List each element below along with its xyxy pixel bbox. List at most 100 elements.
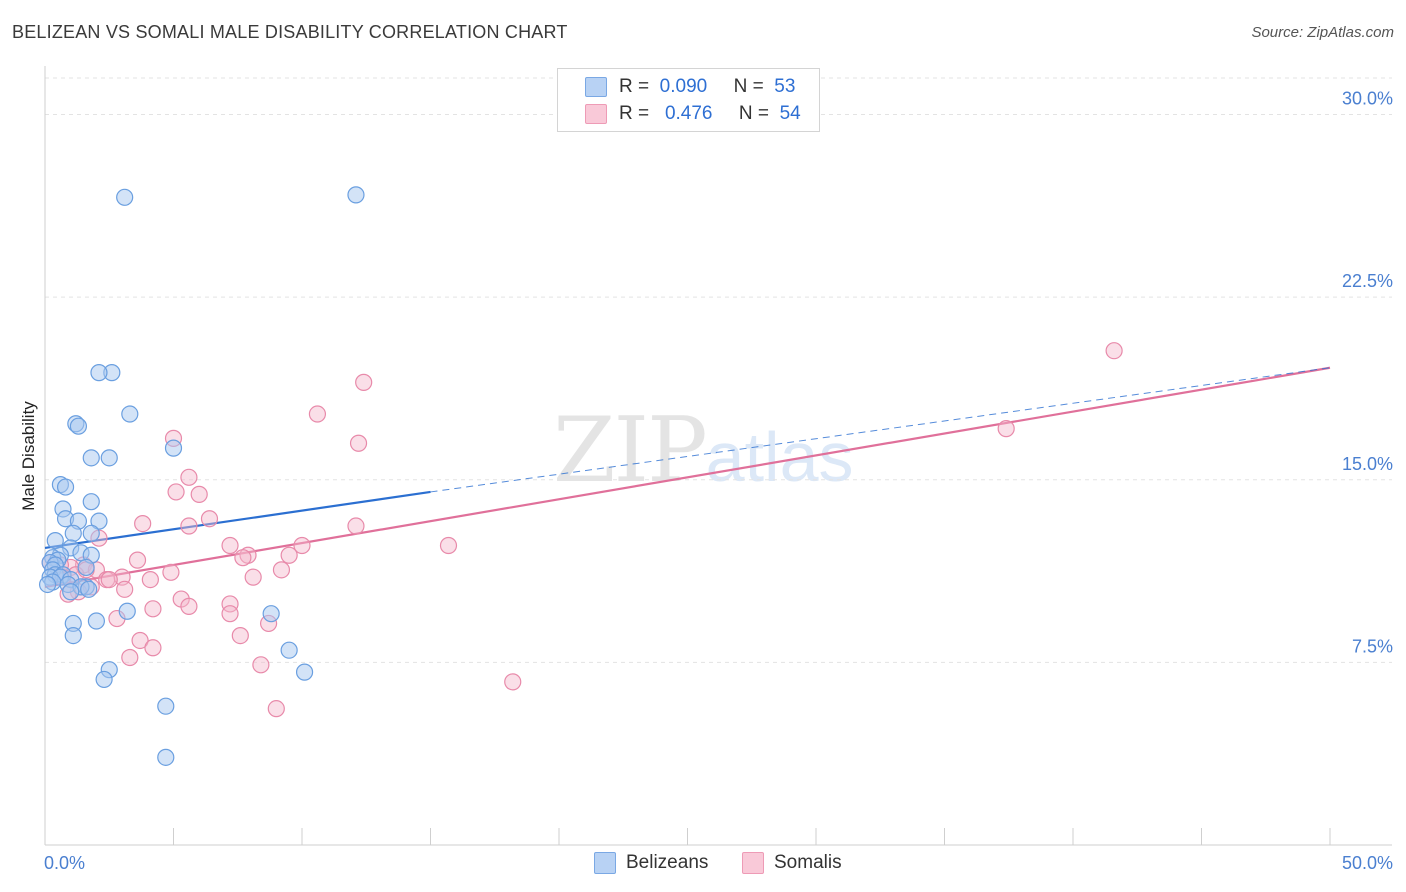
belizean-point xyxy=(82,524,100,542)
belizean-point xyxy=(82,493,100,511)
legend-item-somalis: Somalis xyxy=(742,852,842,874)
belizean-point xyxy=(157,697,175,715)
somali-point xyxy=(100,570,118,589)
legend-row-belizeans: R = 0.090 N = 53 xyxy=(585,75,795,99)
somali-point xyxy=(131,631,149,650)
somali-point xyxy=(272,561,291,579)
belizean-point xyxy=(116,188,134,206)
x-tick-label: 50.0% xyxy=(1342,853,1393,873)
belizean-point xyxy=(46,532,64,550)
somali-point xyxy=(280,546,298,564)
somali-point xyxy=(180,517,198,535)
belizean-point xyxy=(64,524,82,542)
stats-legend: R = 0.090 N = 53 R = 0.476 N = 54 xyxy=(557,68,820,132)
belizean-point xyxy=(38,575,57,594)
axes xyxy=(44,66,1392,846)
y-tick-label: 15.0% xyxy=(1342,454,1393,474)
somali-point xyxy=(347,517,365,535)
belizean-point xyxy=(69,417,88,435)
somali-point xyxy=(355,373,373,391)
somali-point xyxy=(128,551,147,569)
somali-point xyxy=(144,639,162,657)
belizean-point xyxy=(77,558,95,577)
somali-point xyxy=(997,420,1015,438)
belizean-point xyxy=(295,663,314,681)
legend-item-belizeans: Belizeans xyxy=(594,852,708,874)
belizean-point xyxy=(62,583,80,601)
belizean-point xyxy=(64,626,82,645)
somali-point xyxy=(190,485,208,503)
somali-point xyxy=(162,563,180,581)
legend-r-label: R = xyxy=(619,76,650,97)
somali-point xyxy=(167,483,185,501)
somali-trend-line xyxy=(44,366,1331,588)
somali-point xyxy=(308,405,327,423)
legend-n-value: 54 xyxy=(779,103,801,124)
belizean-point xyxy=(56,478,75,496)
belizean-legend-swatch xyxy=(594,852,616,874)
source-label: Source: ZipAtlas.com xyxy=(1251,24,1394,41)
somali-point xyxy=(234,549,252,567)
legend-r-value: 0.090 xyxy=(659,76,708,97)
somali-point xyxy=(252,656,270,674)
somali-swatch xyxy=(585,104,607,124)
y-tick-label: 22.5% xyxy=(1342,271,1393,291)
belizean-point xyxy=(95,670,113,689)
trend-lines xyxy=(44,366,1331,588)
belizean-points xyxy=(38,186,365,766)
legend-label-belizeans: Belizeans xyxy=(626,852,709,873)
y-tick-label: 7.5% xyxy=(1352,636,1393,656)
chart-title: BELIZEAN VS SOMALI MALE DISABILITY CORRE… xyxy=(12,22,568,42)
somali-point xyxy=(439,536,458,555)
watermark: ZIPatlas xyxy=(553,398,854,503)
legend-label-somalis: Somalis xyxy=(774,852,842,873)
watermark-atlas: atlas xyxy=(705,418,854,496)
belizean-point xyxy=(347,186,365,204)
belizean-point xyxy=(121,405,139,423)
legend-r-label: R = xyxy=(619,103,650,124)
somali-point xyxy=(121,648,139,667)
somali-point xyxy=(221,595,239,613)
somali-point xyxy=(134,514,152,533)
belizean-point xyxy=(164,439,183,457)
somali-point xyxy=(180,597,198,615)
somali-point xyxy=(231,626,249,645)
belizean-trend-extension xyxy=(430,367,1331,493)
somali-point xyxy=(200,510,219,528)
somali-point xyxy=(180,468,198,486)
belizean-point xyxy=(118,602,136,620)
tick-labels: 7.5% 15.0% 22.5% 30.0% 0.0% 50.0% xyxy=(44,89,1393,873)
somali-point xyxy=(244,568,262,586)
y-axis-title: Male Disability xyxy=(19,401,38,511)
legend-n-value: 53 xyxy=(774,76,796,97)
legend-r-value: 0.476 xyxy=(664,103,713,124)
x-tick-label: 0.0% xyxy=(44,853,85,873)
somali-legend-swatch xyxy=(742,852,764,874)
belizean-point xyxy=(262,605,280,623)
belizean-point xyxy=(90,364,108,382)
somali-point xyxy=(221,536,239,555)
somali-points xyxy=(41,342,1123,718)
belizean-point xyxy=(100,449,118,467)
belizean-point xyxy=(80,580,98,598)
somali-point xyxy=(221,605,239,623)
somali-point xyxy=(1105,342,1123,360)
belizean-point xyxy=(87,612,106,630)
somali-point xyxy=(267,700,285,718)
somali-point xyxy=(144,600,162,618)
belizean-point xyxy=(280,641,298,659)
legend-row-somalis: R = 0.476 N = 54 xyxy=(585,102,801,126)
watermark-zip: ZIP xyxy=(553,398,708,503)
belizean-point xyxy=(82,449,100,467)
belizean-point xyxy=(157,748,175,766)
belizean-trend-line xyxy=(44,490,431,550)
belizean-swatch xyxy=(585,77,607,97)
legend-n-label: N = xyxy=(733,76,764,97)
somali-point xyxy=(116,580,134,598)
somali-point xyxy=(504,673,522,691)
somali-point xyxy=(349,434,368,452)
belizean-point xyxy=(90,512,108,530)
legend-n-label: N = xyxy=(738,103,770,124)
somali-point xyxy=(141,570,159,589)
